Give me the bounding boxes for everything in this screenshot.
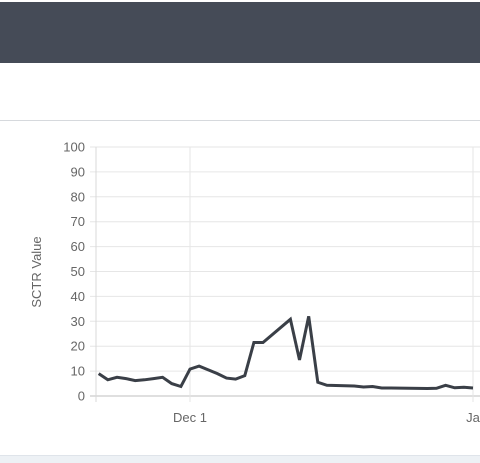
y-tick-label: 50 <box>71 264 85 279</box>
chart-series <box>97 315 474 391</box>
y-axis-title: SCTR Value <box>29 236 44 307</box>
y-tick-label: 100 <box>63 140 85 155</box>
y-tick-label: 60 <box>71 239 85 254</box>
y-tick-label: 80 <box>71 189 85 204</box>
y-tick-label: 90 <box>71 164 85 179</box>
y-tick-label: 70 <box>71 214 85 229</box>
y-tick-label: 0 <box>78 389 85 404</box>
x-tick-label: Dec 1 <box>173 410 207 425</box>
chart-gridlines <box>90 146 480 402</box>
y-tick-label: 20 <box>71 339 85 354</box>
y-tick-label: 30 <box>71 314 85 329</box>
y-tick-label: 10 <box>71 364 85 379</box>
x-axis-ticks: Dec 1 Ja <box>173 410 480 425</box>
app-header-bar <box>0 2 480 63</box>
y-tick-label: 40 <box>71 289 85 304</box>
y-axis-ticks: 0 10 20 30 40 50 60 70 80 90 100 <box>63 140 85 404</box>
card-divider <box>0 120 480 121</box>
footer-band <box>0 455 480 463</box>
x-tick-label: Ja <box>466 410 480 425</box>
series-line <box>97 315 474 391</box>
